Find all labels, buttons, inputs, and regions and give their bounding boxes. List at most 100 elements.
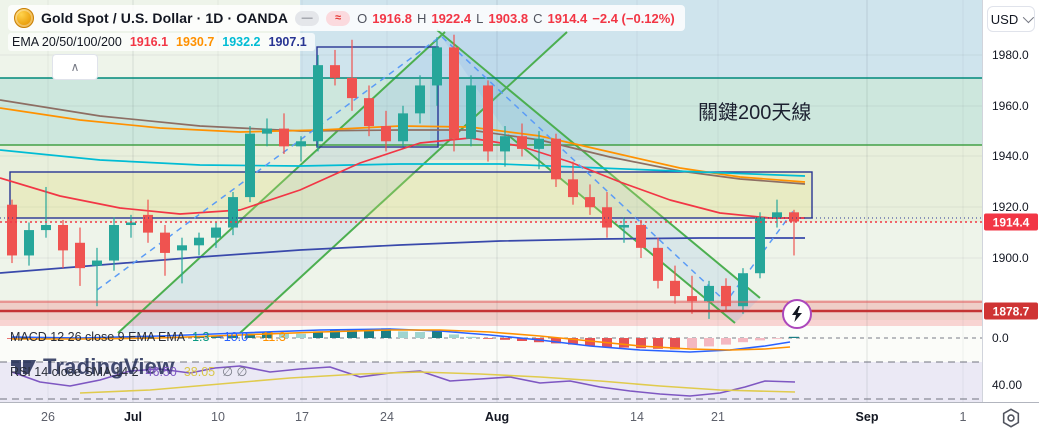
macd-histogram-bar bbox=[704, 338, 714, 347]
candle-body bbox=[517, 136, 527, 149]
candle-body bbox=[534, 138, 544, 149]
low-label: L bbox=[476, 10, 484, 26]
macd-histogram-bar bbox=[364, 329, 374, 338]
candle-body bbox=[58, 225, 68, 251]
macd-histogram-bar bbox=[194, 337, 204, 338]
candle-body bbox=[738, 273, 748, 307]
macd-histogram-bar bbox=[585, 338, 595, 346]
candle-body bbox=[466, 85, 476, 139]
macd-histogram-bar bbox=[296, 333, 306, 338]
lightning-icon bbox=[792, 306, 802, 322]
candle-body bbox=[381, 126, 391, 142]
gear-icon bbox=[1002, 408, 1020, 428]
price-tick-label: 1940.0 bbox=[992, 149, 1029, 163]
gold-coin-icon bbox=[14, 8, 34, 28]
symbol-title[interactable]: Gold Spot / U.S. Dollar · 1D · OANDA bbox=[41, 10, 289, 26]
candle-body bbox=[687, 296, 697, 302]
candle-body bbox=[177, 245, 187, 251]
ema20-line bbox=[0, 137, 805, 219]
currency-dropdown[interactable]: USD bbox=[987, 6, 1035, 32]
macd-histogram-bar bbox=[313, 331, 323, 338]
trend-channel-fill bbox=[437, 30, 760, 323]
time-axis[interactable]: 26 Jul 10 17 24 Aug 14 21 Sep 1 bbox=[0, 402, 1039, 434]
price-badge: 1878.7 bbox=[984, 302, 1038, 320]
macd-histogram-bar bbox=[415, 332, 425, 338]
price-tick-label: 1980.0 bbox=[992, 48, 1029, 62]
legend-collapse-button[interactable]: ∧ bbox=[52, 54, 98, 80]
macd-histogram-bar bbox=[432, 331, 442, 338]
candle-body bbox=[432, 47, 442, 86]
rsi-legend: RSI 14 close SMA 14 2 46.50 38.05 ∅ ∅ bbox=[10, 364, 248, 380]
macd-histogram-bar bbox=[772, 338, 782, 339]
macd-histogram-bar bbox=[670, 338, 680, 350]
candle-body bbox=[92, 260, 102, 266]
chevron-down-icon bbox=[1022, 11, 1035, 24]
time-tick-label: 17 bbox=[295, 410, 309, 424]
candle-body bbox=[330, 65, 340, 78]
ema50-line bbox=[0, 107, 806, 183]
candle-body bbox=[568, 179, 578, 198]
low-value: 1903.8 bbox=[488, 10, 529, 26]
macd-line bbox=[11, 328, 791, 353]
candle-body bbox=[364, 98, 374, 127]
candle-body bbox=[126, 222, 136, 226]
time-tick-label: 1 bbox=[959, 410, 967, 424]
macd-histogram-bar bbox=[738, 338, 748, 343]
candle-body bbox=[194, 237, 204, 246]
macd-value-signal: −11.3 bbox=[255, 330, 286, 344]
open-label: O bbox=[357, 10, 368, 26]
change-value: −2.4 (−0.12%) bbox=[592, 10, 675, 26]
tradingview-logo-icon bbox=[11, 360, 36, 374]
macd-histogram-bar bbox=[381, 328, 391, 338]
candle-body bbox=[670, 280, 680, 297]
price-axis[interactable]: USD 1980.0 1960.0 1940.0 1920.0 1900.0 0.0 40.… bbox=[982, 0, 1039, 402]
symbol-legend: Gold Spot / U.S. Dollar · 1D · OANDA — ≈… bbox=[8, 5, 685, 31]
candle-body bbox=[41, 225, 51, 231]
trend-channel-line bbox=[436, 29, 761, 299]
time-tick-label: 21 bbox=[711, 410, 725, 424]
candle-body bbox=[449, 47, 459, 139]
macd-value-macd: −10.0 bbox=[216, 330, 249, 344]
timezone-settings-button[interactable] bbox=[1000, 407, 1022, 434]
ema200-value: 1907.1 bbox=[268, 35, 307, 49]
candle-body bbox=[143, 214, 153, 233]
macd-histogram-bar bbox=[228, 335, 238, 338]
time-tick-label: 24 bbox=[380, 410, 394, 424]
lightning-button[interactable] bbox=[782, 299, 812, 329]
ema-label[interactable]: EMA 20/50/100/200 bbox=[12, 35, 122, 49]
macd-histogram-bar bbox=[398, 331, 408, 338]
candle-body bbox=[296, 141, 306, 147]
price-range-box bbox=[9, 171, 813, 219]
candle-body bbox=[24, 230, 34, 256]
candle-body bbox=[7, 204, 17, 256]
macd-histogram-bar bbox=[347, 329, 357, 338]
candle-body bbox=[211, 227, 221, 238]
currency-label: USD bbox=[990, 11, 1019, 27]
macd-histogram-bar bbox=[721, 338, 731, 345]
chart-canvas[interactable] bbox=[0, 0, 982, 402]
candle-body bbox=[755, 217, 765, 274]
time-tick-label: 14 bbox=[630, 410, 644, 424]
ohlc-values: O 1916.8 H 1922.4 L 1903.8 C 1914.4 −2.4 (−0… bbox=[357, 11, 675, 26]
macd-histogram-bar bbox=[551, 338, 561, 344]
macd-histogram-bar bbox=[211, 336, 221, 338]
macd-histogram-bar bbox=[330, 330, 340, 338]
candle-body bbox=[772, 212, 782, 218]
candle-body bbox=[551, 138, 561, 180]
rsi-empty-flags: ∅ ∅ bbox=[222, 365, 248, 379]
open-value: 1916.8 bbox=[372, 10, 412, 26]
candle-body bbox=[483, 85, 493, 152]
price-tick-label: 1960.0 bbox=[992, 99, 1029, 113]
delayed-data-pill[interactable]: ≈ bbox=[326, 10, 351, 26]
candle-body bbox=[398, 113, 408, 142]
rsi-sma-value: 38.05 bbox=[183, 364, 216, 379]
shaded-band bbox=[430, 78, 630, 160]
ema-legend: EMA 20/50/100/200 1916.1 1930.7 1932.2 1… bbox=[8, 33, 315, 51]
macd-histogram-bar bbox=[449, 334, 459, 338]
close-value: 1914.4 bbox=[547, 10, 588, 26]
candle-body bbox=[228, 197, 238, 228]
high-value: 1922.4 bbox=[431, 10, 472, 26]
price-tick-label: 0.0 bbox=[992, 331, 1009, 345]
market-status-pill[interactable]: — bbox=[295, 10, 320, 26]
macd-legend: MACD 12 26 close 9 EMA EMA 1.3 −10.0 −11… bbox=[10, 330, 286, 344]
